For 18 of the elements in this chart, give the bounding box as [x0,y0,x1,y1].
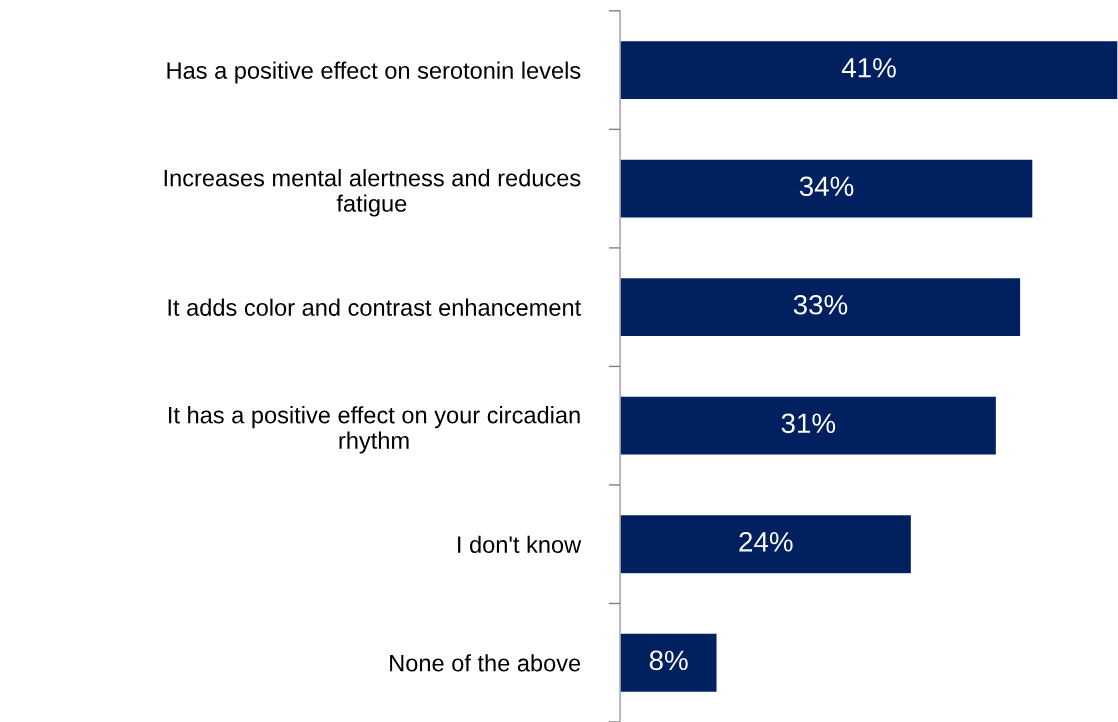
y-tick-label: I don't know [458,535,582,553]
data-label: 31% [781,413,836,434]
y-tick-label: It has a positive effect on your circadian rhythm [169,406,580,454]
bar [620,513,913,575]
bar [620,632,718,694]
data-label: 33% [793,294,848,315]
y-tick-label: None of the above [390,654,581,672]
data-label: 34% [799,176,854,197]
bar [620,158,1034,219]
bar [620,39,1118,101]
data-label: 24% [739,531,793,552]
bar [620,395,998,457]
data-label: 8% [649,650,688,671]
y-tick-label: It adds color and contrast enhancement [168,298,582,316]
data-label: 41% [841,58,896,78]
bar [620,276,1022,338]
y-tick-label: Has a positive effect on serotonin levels [167,61,581,84]
y-tick-label: Increases mental alertness and reduces fatigue [164,169,581,217]
